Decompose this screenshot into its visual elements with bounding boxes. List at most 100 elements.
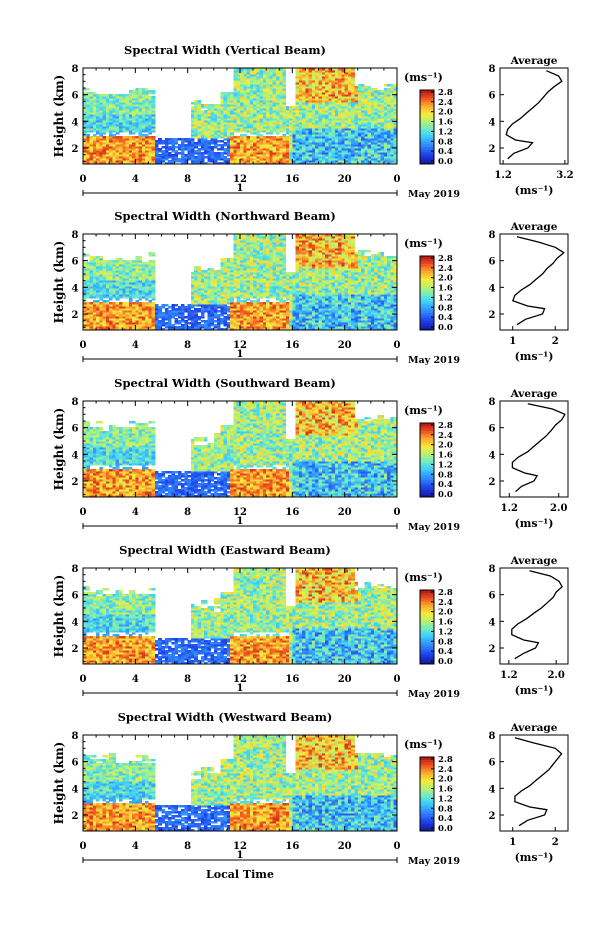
heatmap-cell xyxy=(207,324,211,327)
heatmap-cell xyxy=(328,160,332,163)
heatmap-cell xyxy=(187,316,192,319)
heatmap-cell xyxy=(132,138,136,141)
heatmap-cell xyxy=(272,130,277,133)
heatmap-cell xyxy=(275,110,280,113)
y-tick-label: 2 xyxy=(72,144,79,155)
heatmap-cell xyxy=(259,88,264,91)
heatmap-cell xyxy=(243,144,247,147)
heatmap-cell xyxy=(361,86,365,89)
heatmap-cell xyxy=(96,314,100,317)
heatmap-cell xyxy=(351,98,355,101)
heatmap-cell xyxy=(190,116,195,119)
heatmap-cell xyxy=(321,70,326,73)
heatmap-cell xyxy=(266,116,270,119)
heatmap-cell xyxy=(292,134,296,137)
heatmap-cell xyxy=(377,128,381,131)
heatmap-cell xyxy=(148,102,152,105)
heatmap-cell xyxy=(125,274,130,277)
heatmap-cell xyxy=(210,148,215,151)
heatmap-cell xyxy=(213,124,218,127)
heatmap-cell xyxy=(236,266,241,269)
heatmap-cell xyxy=(321,158,326,161)
heatmap-cell xyxy=(197,294,202,297)
heatmap-cell xyxy=(92,94,97,97)
heatmap-cell xyxy=(298,84,303,87)
heatmap-cell xyxy=(194,116,198,119)
heatmap-cell xyxy=(132,160,136,163)
heatmap-cell xyxy=(226,138,231,141)
heatmap-cell xyxy=(279,80,283,83)
heatmap-cell xyxy=(354,102,359,105)
heatmap-cell xyxy=(246,90,251,93)
heatmap-cell xyxy=(187,144,192,147)
heatmap-cell xyxy=(220,284,224,287)
heatmap-cell xyxy=(112,162,117,165)
heatmap-cell xyxy=(102,324,107,327)
heatmap-cell xyxy=(344,90,349,93)
heatmap-cell xyxy=(118,154,123,157)
heatmap-cell xyxy=(233,130,238,133)
heatmap-cell xyxy=(292,152,296,155)
heatmap-cell xyxy=(86,302,90,305)
heatmap-cell xyxy=(298,94,303,97)
heatmap-cell xyxy=(217,148,221,151)
heatmap-cell xyxy=(109,312,113,315)
heatmap-cell xyxy=(200,278,205,281)
heatmap-cell xyxy=(331,138,336,141)
heatmap-cell xyxy=(89,100,94,103)
heatmap-cell xyxy=(145,98,149,101)
heatmap-cell xyxy=(99,264,103,267)
heatmap-cell xyxy=(118,124,123,127)
heatmap-cell xyxy=(141,126,146,129)
heatmap-cell xyxy=(279,70,283,73)
heatmap-cell xyxy=(112,328,117,331)
heatmap-cell xyxy=(223,122,228,125)
heatmap-cell xyxy=(344,98,349,101)
heatmap-cell xyxy=(223,320,228,323)
heatmap-cell xyxy=(380,142,385,145)
heatmap-cell xyxy=(220,118,224,121)
heatmap-cell xyxy=(112,306,117,309)
heatmap-cell xyxy=(102,96,107,99)
heatmap-cell xyxy=(220,106,224,109)
heatmap-cell xyxy=(233,104,238,107)
heatmap-cell xyxy=(135,88,139,91)
heatmap-cell xyxy=(315,128,319,131)
heatmap-cell xyxy=(308,78,313,81)
heatmap-cell xyxy=(138,162,143,165)
heatmap-cell xyxy=(338,112,342,115)
heatmap-cell xyxy=(105,312,110,315)
heatmap-cell xyxy=(141,136,146,139)
heatmap-cell xyxy=(135,148,139,151)
heatmap-cell xyxy=(390,156,395,159)
heatmap-cell xyxy=(151,296,156,299)
heatmap-cell xyxy=(338,116,342,119)
heatmap-cell xyxy=(86,278,90,281)
heatmap-cell xyxy=(311,130,316,133)
heatmap-cell xyxy=(220,152,224,155)
heatmap-cell xyxy=(289,160,293,163)
heatmap-cell xyxy=(181,162,185,165)
heatmap-cell xyxy=(83,298,87,301)
heatmap-cell xyxy=(115,154,120,157)
heatmap-cell xyxy=(305,132,309,135)
heatmap-cell xyxy=(246,108,251,111)
heatmap-cell xyxy=(105,288,110,291)
heatmap-cell xyxy=(210,314,215,317)
heatmap-cell xyxy=(217,322,221,325)
heatmap-cell xyxy=(393,98,398,101)
heatmap-cell xyxy=(383,94,388,97)
heatmap-cell xyxy=(328,154,332,157)
heatmap-cell xyxy=(128,312,133,315)
heatmap-cell xyxy=(253,102,257,105)
heatmap-cell xyxy=(256,160,260,163)
heatmap-cell xyxy=(102,106,107,109)
heatmap-cell xyxy=(387,140,391,143)
heatmap-cell xyxy=(99,282,103,285)
heatmap-cell xyxy=(230,276,234,279)
heatmap-cell xyxy=(393,162,398,165)
heatmap-cell xyxy=(115,294,120,297)
heatmap-cell xyxy=(292,108,296,111)
heatmap-cell xyxy=(220,294,224,297)
heatmap-cell xyxy=(367,126,372,129)
